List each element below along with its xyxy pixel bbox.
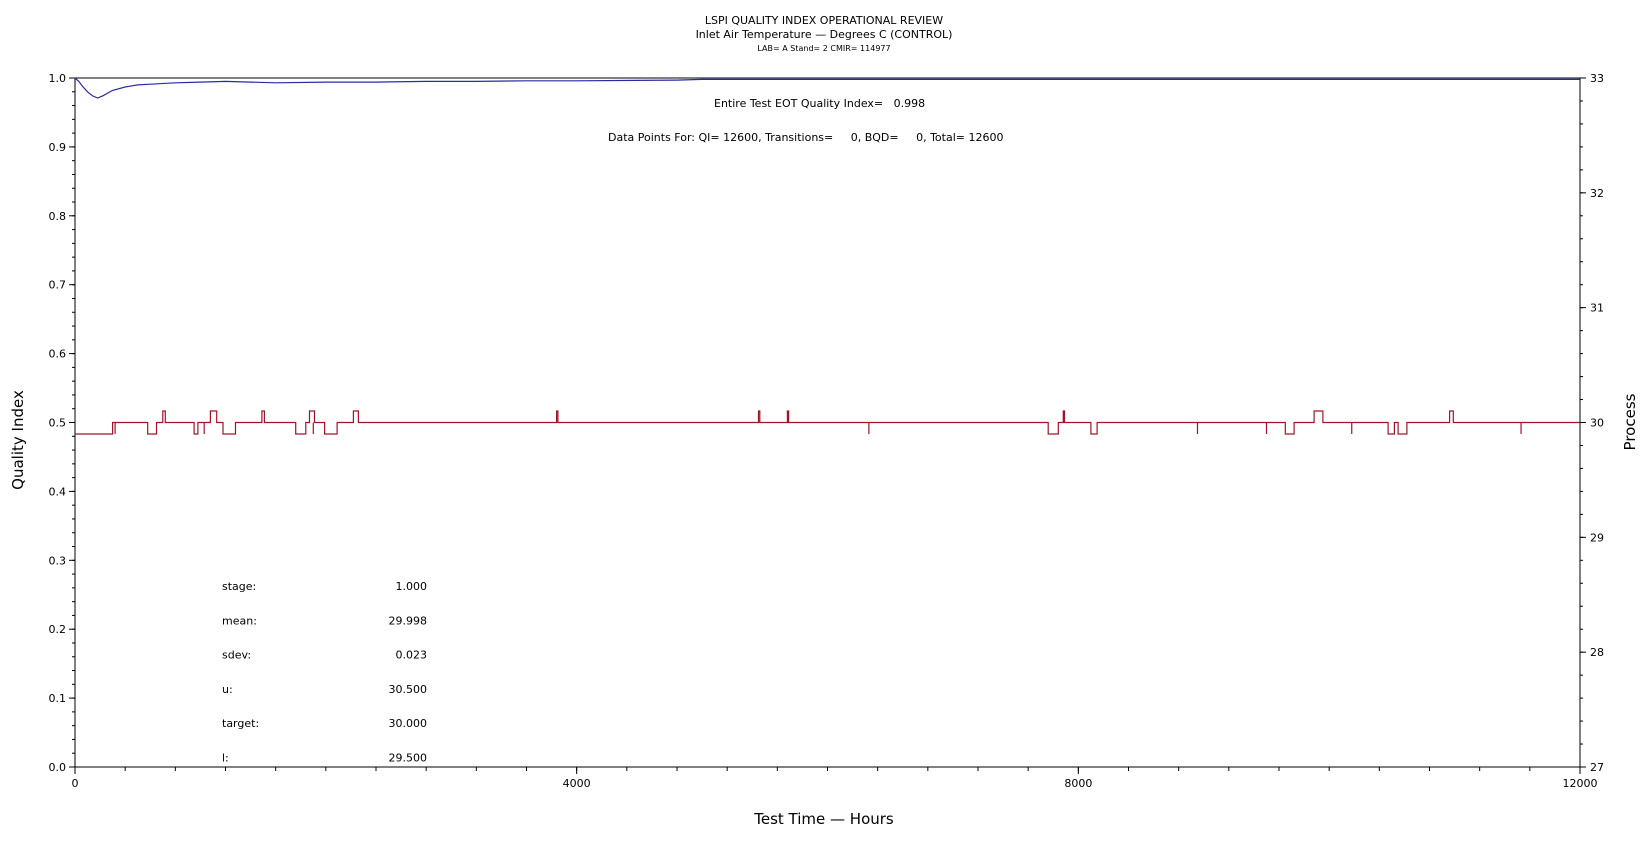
y-left-tick-label: 0.3 bbox=[49, 554, 67, 567]
y-right-tick-label: 33 bbox=[1590, 72, 1604, 85]
y-right-tick-label: 32 bbox=[1590, 187, 1604, 200]
y-left-tick-label: 0.9 bbox=[49, 141, 67, 154]
y-left-tick-label: 0.6 bbox=[49, 348, 67, 361]
y-left-tick-label: 0.2 bbox=[49, 623, 67, 636]
chart-title: LSPI QUALITY INDEX OPERATIONAL REVIEW bbox=[705, 14, 943, 27]
y-right-tick-label: 27 bbox=[1590, 761, 1604, 774]
data-points-annotation: Data Points For: QI= 12600, Transitions=… bbox=[608, 131, 1003, 144]
y-axis-right-label: Process bbox=[1621, 393, 1639, 450]
y-right-tick-label: 28 bbox=[1590, 646, 1604, 659]
y-right-tick-label: 29 bbox=[1590, 531, 1604, 544]
y-left-tick-label: 0.1 bbox=[49, 692, 67, 705]
stat-label: target: bbox=[222, 717, 259, 730]
axis-ticks: 0.0 0.1 0.2 0.3 0.4 0.5 0.6 0.7 0.8 0.9 1.0 27 28 29 3… bbox=[49, 72, 1605, 790]
stat-label: sdev: bbox=[222, 649, 251, 662]
series-layer bbox=[74, 77, 1580, 435]
y-left-tick-label: 0.0 bbox=[49, 761, 67, 774]
stat-value: 30.000 bbox=[389, 717, 428, 730]
x-tick-label: 12000 bbox=[1563, 777, 1598, 790]
x-tick-label: 8000 bbox=[1064, 777, 1092, 790]
y-left-tick-label: 0.5 bbox=[49, 417, 67, 430]
chart-subtitle-ids: LAB= A Stand= 2 CMIR= 114977 bbox=[757, 44, 890, 53]
y-axis-left-label: Quality Index bbox=[9, 390, 27, 490]
chart-subtitle: Inlet Air Temperature — Degrees C (CONTR… bbox=[696, 28, 953, 41]
stat-label: mean: bbox=[222, 614, 257, 627]
process-line bbox=[75, 410, 1580, 435]
y-left-tick-label: 1.0 bbox=[49, 72, 67, 85]
stat-value: 29.500 bbox=[389, 752, 428, 765]
stat-value: 0.023 bbox=[396, 649, 428, 662]
y-left-tick-label: 0.7 bbox=[49, 279, 67, 292]
y-left-tick-label: 0.8 bbox=[49, 210, 67, 223]
y-left-tick-label: 0.4 bbox=[49, 485, 67, 498]
quality-index-annotation: Entire Test EOT Quality Index= 0.998 bbox=[714, 97, 925, 110]
x-tick-label: 0 bbox=[72, 777, 79, 790]
stat-value: 1.000 bbox=[396, 580, 428, 593]
stat-label: u: bbox=[222, 683, 233, 696]
stats-panel: stage: 1.000 mean: 29.998 sdev: 0.023 u: 30.500… bbox=[222, 580, 427, 765]
x-tick-label: 4000 bbox=[563, 777, 591, 790]
stat-label: stage: bbox=[222, 580, 256, 593]
x-axis-label: Test Time — Hours bbox=[753, 810, 894, 828]
quality-index-line bbox=[74, 77, 1580, 99]
stat-label: l: bbox=[222, 752, 229, 765]
stat-value: 29.998 bbox=[389, 614, 428, 627]
y-right-tick-label: 31 bbox=[1590, 302, 1604, 315]
y-right-tick-label: 30 bbox=[1590, 417, 1604, 430]
stat-value: 30.500 bbox=[389, 683, 428, 696]
